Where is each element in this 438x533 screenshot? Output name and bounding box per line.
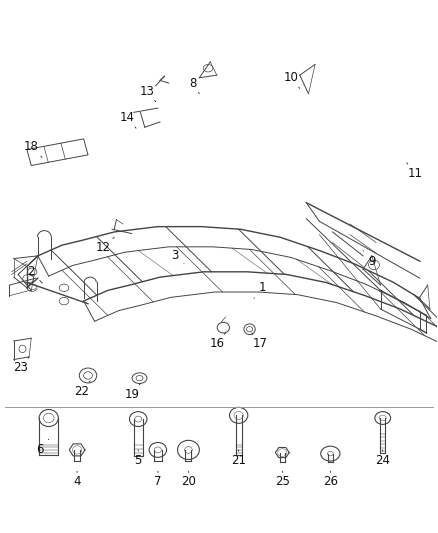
Text: 25: 25	[275, 471, 290, 488]
Text: 4: 4	[73, 471, 81, 488]
Text: 9: 9	[363, 251, 375, 268]
Text: 19: 19	[124, 383, 141, 401]
Text: 18: 18	[24, 140, 42, 158]
Text: 8: 8	[189, 77, 199, 94]
Text: 21: 21	[231, 450, 246, 467]
Text: 17: 17	[252, 333, 268, 350]
Text: 2: 2	[28, 265, 42, 283]
Text: 20: 20	[181, 471, 196, 488]
Text: 6: 6	[36, 439, 49, 456]
Text: 7: 7	[154, 471, 162, 488]
Text: 12: 12	[96, 237, 114, 254]
Text: 5: 5	[134, 450, 142, 467]
Text: 3: 3	[172, 249, 184, 264]
Text: 10: 10	[283, 71, 300, 88]
Text: 26: 26	[323, 471, 338, 488]
Text: 1: 1	[254, 281, 266, 298]
Text: 14: 14	[120, 111, 136, 128]
Text: 23: 23	[13, 357, 29, 374]
Text: 16: 16	[209, 333, 226, 350]
Text: 11: 11	[407, 163, 423, 180]
Text: 24: 24	[375, 450, 390, 467]
Text: 13: 13	[140, 85, 155, 102]
Text: 22: 22	[74, 381, 90, 398]
